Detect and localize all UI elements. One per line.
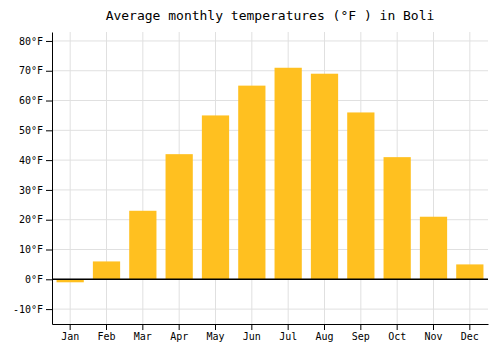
- y-tick-label: 30°F: [19, 185, 43, 196]
- y-tick-mark: [46, 71, 52, 72]
- bar: [166, 154, 193, 279]
- grid-line: [469, 32, 470, 324]
- y-tick-label: 50°F: [19, 125, 43, 136]
- grid-line: [433, 32, 434, 324]
- grid-line: [106, 32, 107, 324]
- x-tick-label: Dec: [461, 331, 479, 342]
- grid-line: [52, 130, 488, 131]
- x-tick-mark: [179, 324, 180, 330]
- y-tick: 20°F: [19, 214, 52, 225]
- y-tick: 70°F: [19, 65, 52, 76]
- x-tick: Jun: [243, 324, 261, 342]
- x-tick-label: Sep: [352, 331, 370, 342]
- x-tick-label: Jan: [61, 331, 79, 342]
- bar: [456, 264, 483, 279]
- grid-line: [52, 100, 488, 101]
- x-tick-label: Mar: [134, 331, 152, 342]
- y-tick: 80°F: [19, 36, 52, 47]
- bar: [420, 217, 447, 280]
- x-tick: Jul: [279, 324, 297, 342]
- bar: [311, 74, 338, 280]
- bar: [384, 157, 411, 279]
- bar: [202, 115, 229, 279]
- y-tick: 0°F: [25, 274, 52, 285]
- y-tick-label: 0°F: [25, 274, 43, 285]
- bar: [238, 86, 265, 280]
- x-tick: Dec: [461, 324, 479, 342]
- x-tick-label: Jul: [279, 331, 297, 342]
- y-tick-mark: [46, 309, 52, 310]
- y-tick-mark: [46, 160, 52, 161]
- x-tick-mark: [324, 324, 325, 330]
- bars: [57, 68, 484, 283]
- y-tick-label: 80°F: [19, 36, 43, 47]
- y-tick: 10°F: [19, 244, 52, 255]
- x-axis-line: [53, 324, 489, 325]
- x-tick-mark: [215, 324, 216, 330]
- y-tick-mark: [46, 130, 52, 131]
- y-tick-label: 60°F: [19, 95, 43, 106]
- x-tick: Sep: [352, 324, 370, 342]
- x-tick-mark: [251, 324, 252, 330]
- y-tick-mark: [46, 190, 52, 191]
- y-tick: 30°F: [19, 185, 52, 196]
- plot-area: Jan Feb Mar Apr May Jun Jul Aug Sep Oct Nov Dec -10°…: [13, 32, 489, 342]
- x-tick: Feb: [97, 324, 115, 342]
- grid-line: [52, 279, 488, 280]
- y-tick-mark: [46, 101, 52, 102]
- x-tick-label: Aug: [315, 331, 333, 342]
- y-tick-mark: [46, 250, 52, 251]
- y-tick-label: 20°F: [19, 214, 43, 225]
- y-tick-mark: [46, 41, 52, 42]
- grid-line: [52, 70, 488, 71]
- y-tick-label: 40°F: [19, 155, 43, 166]
- y-tick: 50°F: [19, 125, 52, 136]
- x-tick-label: Jun: [243, 331, 261, 342]
- bar: [275, 68, 302, 280]
- y-tick-label: -10°F: [13, 304, 43, 315]
- grid: [52, 32, 488, 324]
- x-tick-mark: [106, 324, 107, 330]
- y-axis: -10°F 0°F 10°F 20°F 30°F 40°F 50°F 60°F 70°F 80°F: [13, 33, 53, 325]
- x-tick: Oct: [388, 324, 406, 342]
- x-tick-mark: [142, 324, 143, 330]
- bar: [129, 211, 156, 280]
- x-tick-mark: [397, 324, 398, 330]
- y-tick: -10°F: [13, 304, 52, 315]
- x-tick-label: Oct: [388, 331, 406, 342]
- x-tick-mark: [70, 324, 71, 330]
- title: Average monthly temperatures (°F ) in Bo…: [106, 8, 435, 23]
- y-axis-line: [52, 33, 53, 325]
- x-tick-mark: [360, 324, 361, 330]
- x-tick-mark: [433, 324, 434, 330]
- x-tick-mark: [288, 324, 289, 330]
- x-tick-label: Nov: [424, 331, 442, 342]
- chart: Jan Feb Mar Apr May Jun Jul Aug Sep Oct Nov Dec -10°…: [0, 0, 500, 350]
- grid-line: [52, 160, 488, 161]
- bar: [93, 261, 120, 279]
- grid-line: [142, 32, 143, 324]
- x-tick-label: Feb: [97, 331, 115, 342]
- grid-line: [52, 40, 488, 41]
- x-tick: Jan: [61, 324, 79, 342]
- x-tick: May: [206, 324, 224, 342]
- y-tick-mark: [46, 220, 52, 221]
- y-tick-label: 10°F: [19, 244, 43, 255]
- grid-line: [52, 189, 488, 190]
- x-tick: Apr: [170, 324, 188, 342]
- x-tick: Mar: [134, 324, 152, 342]
- x-tick-mark: [469, 324, 470, 330]
- zero-line: [52, 279, 488, 281]
- x-axis: Jan Feb Mar Apr May Jun Jul Aug Sep Oct Nov Dec: [53, 324, 489, 342]
- x-tick: Aug: [315, 324, 333, 342]
- bar: [347, 112, 374, 279]
- y-tick-label: 70°F: [19, 65, 43, 76]
- y-tick: 40°F: [19, 155, 52, 166]
- grid-line: [52, 309, 488, 310]
- y-tick-mark: [46, 279, 52, 280]
- x-tick-label: May: [206, 331, 224, 342]
- y-tick: 60°F: [19, 95, 52, 106]
- x-tick-label: Apr: [170, 331, 188, 342]
- x-tick: Nov: [424, 324, 442, 342]
